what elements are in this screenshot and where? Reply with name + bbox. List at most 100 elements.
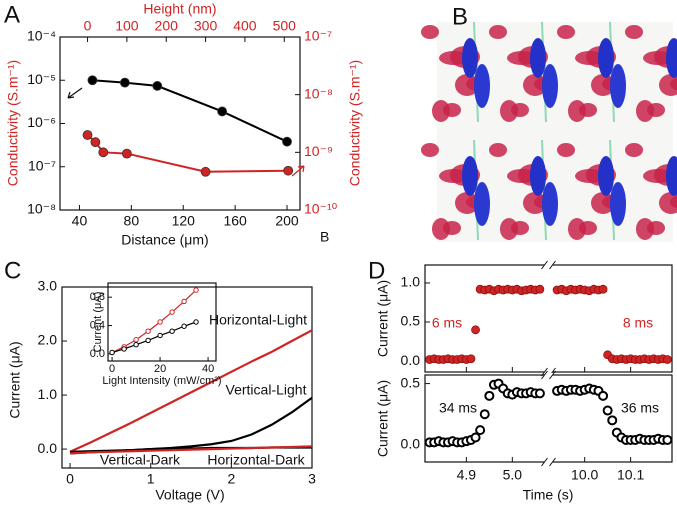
data-point bbox=[282, 136, 292, 147]
y-tick-label: 10⁻⁵ bbox=[27, 71, 56, 87]
x-tick-label: 5.0 bbox=[503, 467, 523, 483]
inset-point bbox=[109, 349, 115, 356]
data-point bbox=[152, 81, 163, 91]
y-axis-label: Current (μA) bbox=[375, 280, 391, 357]
inset-y-tick-label: 0.4 bbox=[90, 319, 105, 331]
blue-density bbox=[598, 156, 614, 196]
axis-break-gap bbox=[544, 370, 553, 374]
data-point bbox=[534, 388, 545, 399]
red-density bbox=[579, 103, 597, 117]
inset-x-tick-label: 0 bbox=[109, 363, 115, 375]
red-density bbox=[670, 77, 677, 91]
data-point bbox=[87, 75, 98, 86]
x-tick-label: 80 bbox=[124, 213, 140, 229]
red-density bbox=[511, 221, 529, 235]
data-point bbox=[470, 432, 481, 443]
data-point bbox=[466, 354, 476, 364]
series-label: Vertical-Light bbox=[226, 382, 307, 398]
series-label: Horizontal-Light bbox=[209, 312, 307, 328]
inset-point bbox=[133, 341, 139, 348]
axis-break-gap bbox=[544, 373, 553, 377]
x-tick-label: 10.0 bbox=[571, 467, 598, 483]
inset-point bbox=[121, 346, 127, 352]
x-tick-label: 4.9 bbox=[457, 467, 477, 483]
axis-break-gap bbox=[544, 460, 553, 464]
x-tick-label: 3 bbox=[308, 471, 316, 487]
data-point bbox=[98, 147, 109, 158]
x2-tick-label: 500 bbox=[273, 18, 297, 34]
data-point bbox=[663, 355, 672, 364]
red-density bbox=[511, 103, 529, 117]
data-point bbox=[598, 390, 609, 401]
x-axis-label: Voltage (V) bbox=[155, 487, 224, 503]
iv-curve bbox=[69, 329, 313, 453]
data-point bbox=[200, 166, 211, 177]
y-axis-label: Current (μA) bbox=[375, 380, 391, 457]
red-density bbox=[421, 25, 439, 39]
red-density bbox=[579, 221, 597, 235]
red-density bbox=[647, 221, 665, 235]
x-tick-label: 200 bbox=[275, 213, 299, 229]
blue-density bbox=[530, 38, 546, 78]
red-density bbox=[659, 192, 677, 214]
data-point bbox=[479, 409, 490, 420]
x2-tick-label: 400 bbox=[233, 18, 257, 34]
x-tick-label: 1 bbox=[147, 471, 155, 487]
data-point bbox=[119, 77, 130, 88]
x2-tick-label: 100 bbox=[115, 18, 139, 34]
data-point bbox=[471, 325, 480, 335]
y2-tick-label: 10⁻¹⁰ bbox=[304, 201, 338, 217]
inset-point bbox=[145, 337, 151, 344]
panel-label: D bbox=[368, 257, 385, 284]
blue-density bbox=[610, 64, 626, 108]
axis-break bbox=[549, 457, 556, 467]
blue-density bbox=[666, 156, 677, 196]
blue-density bbox=[474, 182, 490, 226]
annotation: B bbox=[320, 229, 329, 245]
annotation: 36 ms bbox=[621, 400, 659, 416]
series-label: Horizontal-Dark bbox=[207, 452, 305, 468]
inset-y-tick-label: 0.8 bbox=[90, 291, 105, 303]
y-tick-label: 10⁻⁸ bbox=[27, 201, 56, 217]
blue-density bbox=[474, 64, 490, 108]
red-density bbox=[670, 195, 677, 209]
inset-point bbox=[181, 323, 187, 329]
y-axis-label: Current (μA) bbox=[7, 341, 23, 418]
inset-point bbox=[157, 332, 163, 339]
arrow bbox=[67, 87, 83, 99]
axis-break bbox=[549, 260, 556, 270]
blue-density bbox=[462, 156, 478, 196]
y-tick-label: 0.0 bbox=[38, 440, 58, 456]
series-label: Vertical-Dark bbox=[100, 452, 181, 468]
blue-density bbox=[666, 38, 677, 78]
x-tick-label: 120 bbox=[172, 213, 196, 229]
data-point bbox=[121, 148, 132, 159]
x-axis-label: Time (s) bbox=[523, 487, 574, 503]
inset-x-tick-label: 20 bbox=[154, 363, 166, 375]
x-axis-label: Distance (μm) bbox=[121, 232, 208, 248]
axis-break bbox=[541, 370, 548, 380]
data-point bbox=[602, 405, 613, 416]
blue-density bbox=[462, 38, 478, 78]
blue-density bbox=[542, 64, 558, 108]
data-point bbox=[90, 137, 101, 148]
inset-point bbox=[157, 319, 163, 325]
y-tick-label: 2.0 bbox=[38, 332, 58, 348]
red-density bbox=[443, 221, 461, 235]
inset-point bbox=[169, 309, 175, 315]
data-point bbox=[535, 284, 545, 294]
x2-tick-label: 300 bbox=[194, 18, 218, 34]
inset-frame bbox=[107, 282, 217, 362]
y-tick-label: 1.0 bbox=[401, 274, 421, 290]
inset-point bbox=[181, 298, 187, 305]
y-tick-label: 10⁻⁶ bbox=[27, 114, 56, 130]
inset-point bbox=[193, 319, 199, 325]
panel-label: C bbox=[4, 257, 21, 284]
red-density bbox=[557, 143, 575, 157]
y-tick-label: 10⁻⁴ bbox=[27, 28, 56, 44]
inset-x-tick-label: 40 bbox=[202, 363, 214, 375]
blue-density bbox=[610, 182, 626, 226]
x2-axis-label: Height (nm) bbox=[143, 1, 216, 17]
plot-frame bbox=[61, 286, 313, 469]
